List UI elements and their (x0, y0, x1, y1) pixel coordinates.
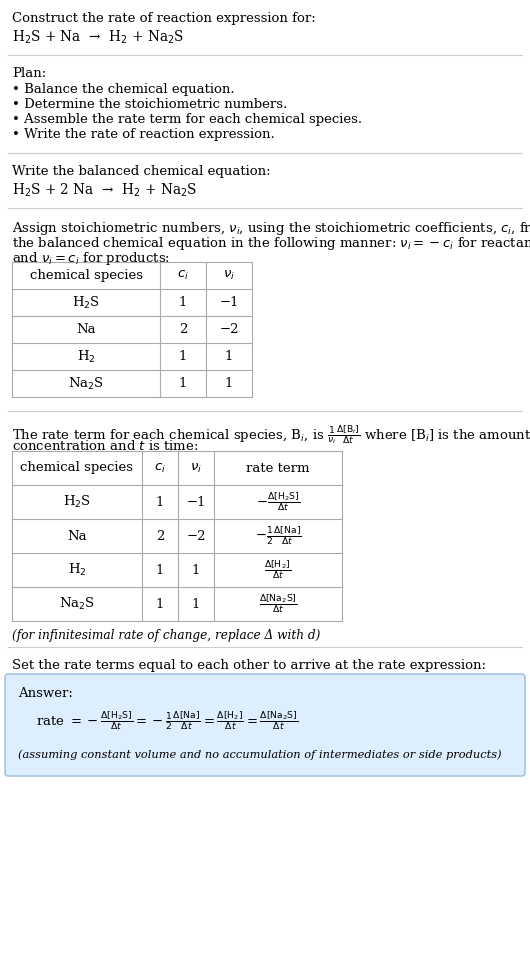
Text: 1: 1 (192, 563, 200, 577)
Text: H$_2$S: H$_2$S (63, 494, 91, 510)
Text: $c_i$: $c_i$ (154, 462, 166, 474)
Text: 1: 1 (179, 296, 187, 309)
Text: −1: −1 (219, 296, 238, 309)
Text: 2: 2 (156, 530, 164, 543)
Text: The rate term for each chemical species, B$_i$, is $\frac{1}{\nu_i}\frac{\Delta[: The rate term for each chemical species,… (12, 423, 530, 446)
Text: concentration and $t$ is time:: concentration and $t$ is time: (12, 439, 198, 453)
Text: H$_2$: H$_2$ (68, 562, 86, 578)
Text: H$_2$: H$_2$ (77, 348, 95, 365)
Text: (assuming constant volume and no accumulation of intermediates or side products): (assuming constant volume and no accumul… (18, 749, 501, 759)
Text: $\frac{\Delta[\mathrm{H_2}]}{\Delta t}$: $\frac{\Delta[\mathrm{H_2}]}{\Delta t}$ (264, 558, 292, 582)
Text: • Determine the stoichiometric numbers.: • Determine the stoichiometric numbers. (12, 98, 287, 111)
Text: 1: 1 (225, 350, 233, 363)
Text: the balanced chemical equation in the following manner: $\nu_i = -c_i$ for react: the balanced chemical equation in the fo… (12, 235, 530, 252)
Text: 2: 2 (179, 323, 187, 336)
Text: 1: 1 (225, 377, 233, 390)
Text: H$_2$S + 2 Na  →  H$_2$ + Na$_2$S: H$_2$S + 2 Na → H$_2$ + Na$_2$S (12, 182, 197, 199)
Text: $-\frac{\Delta[\mathrm{H_2S}]}{\Delta t}$: $-\frac{\Delta[\mathrm{H_2S}]}{\Delta t}… (256, 491, 300, 513)
Text: $-\frac{1}{2}\frac{\Delta[\mathrm{Na}]}{\Delta t}$: $-\frac{1}{2}\frac{\Delta[\mathrm{Na}]}{… (254, 525, 302, 548)
Text: Answer:: Answer: (18, 687, 73, 700)
FancyBboxPatch shape (5, 674, 525, 776)
Text: $c_i$: $c_i$ (177, 269, 189, 282)
Text: (for infinitesimal rate of change, replace Δ with d): (for infinitesimal rate of change, repla… (12, 629, 320, 642)
Text: −2: −2 (186, 530, 206, 543)
Text: 1: 1 (179, 350, 187, 363)
Text: 1: 1 (156, 597, 164, 611)
Text: $\frac{\Delta[\mathrm{Na_2S}]}{\Delta t}$: $\frac{\Delta[\mathrm{Na_2S}]}{\Delta t}… (259, 592, 297, 616)
Text: Construct the rate of reaction expression for:: Construct the rate of reaction expressio… (12, 12, 316, 25)
Text: Plan:: Plan: (12, 67, 46, 80)
Text: −1: −1 (186, 496, 206, 508)
Text: 1: 1 (192, 597, 200, 611)
Text: rate term: rate term (246, 462, 310, 474)
Text: −2: −2 (219, 323, 238, 336)
Text: chemical species: chemical species (21, 462, 134, 474)
Text: Set the rate terms equal to each other to arrive at the rate expression:: Set the rate terms equal to each other t… (12, 659, 486, 672)
Text: Assign stoichiometric numbers, $\nu_i$, using the stoichiometric coefficients, $: Assign stoichiometric numbers, $\nu_i$, … (12, 220, 530, 237)
Text: $\nu_i$: $\nu_i$ (190, 462, 202, 474)
Text: Na$_2$S: Na$_2$S (68, 376, 104, 391)
Text: and $\nu_i = c_i$ for products:: and $\nu_i = c_i$ for products: (12, 250, 170, 267)
Text: $\nu_i$: $\nu_i$ (223, 269, 235, 282)
Text: Na: Na (67, 530, 87, 543)
Text: Na: Na (76, 323, 96, 336)
Text: Write the balanced chemical equation:: Write the balanced chemical equation: (12, 165, 271, 178)
Text: 1: 1 (179, 377, 187, 390)
Text: • Write the rate of reaction expression.: • Write the rate of reaction expression. (12, 128, 275, 141)
Text: H$_2$S: H$_2$S (72, 295, 100, 310)
Text: • Assemble the rate term for each chemical species.: • Assemble the rate term for each chemic… (12, 113, 362, 126)
Text: • Balance the chemical equation.: • Balance the chemical equation. (12, 83, 235, 96)
Text: 1: 1 (156, 563, 164, 577)
Text: rate $= -\frac{\Delta[\mathrm{H_2S}]}{\Delta t} = -\frac{1}{2}\frac{\Delta[\math: rate $= -\frac{\Delta[\mathrm{H_2S}]}{\D… (36, 709, 298, 732)
Text: Na$_2$S: Na$_2$S (59, 596, 95, 612)
Text: 1: 1 (156, 496, 164, 508)
Text: H$_2$S + Na  →  H$_2$ + Na$_2$S: H$_2$S + Na → H$_2$ + Na$_2$S (12, 29, 184, 47)
Text: chemical species: chemical species (30, 269, 143, 282)
